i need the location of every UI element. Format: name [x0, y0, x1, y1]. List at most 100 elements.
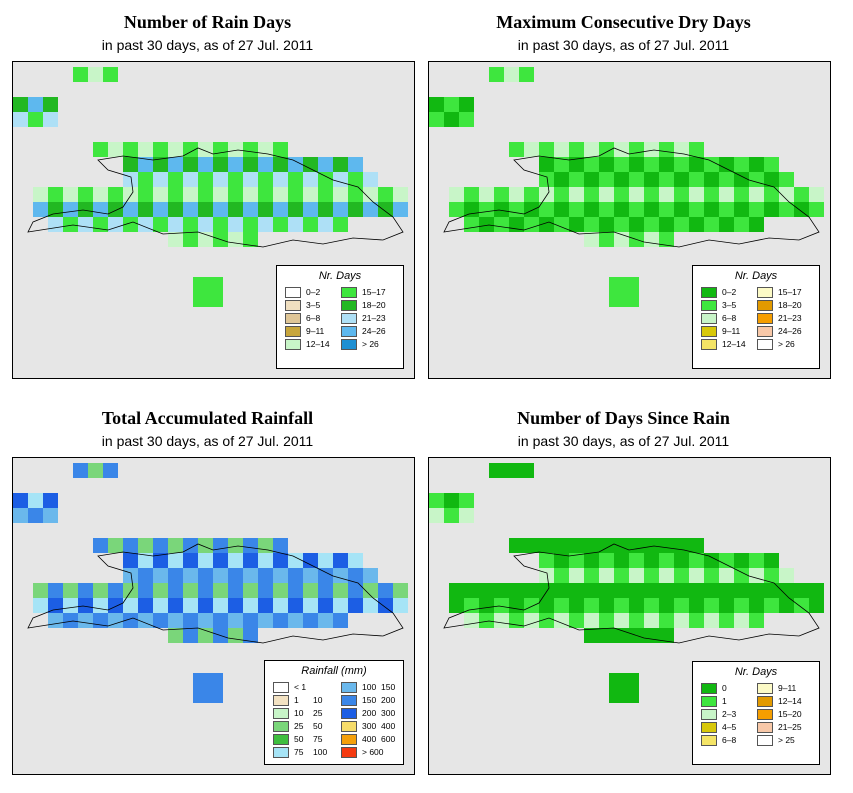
map-cell [569, 583, 584, 598]
map-cell [614, 172, 629, 187]
map-cell [659, 202, 674, 217]
legend-label: 3–5 [306, 300, 321, 310]
legend-swatch [701, 735, 717, 746]
map-cell [719, 157, 734, 172]
map-cell [123, 202, 138, 217]
map-cell [13, 97, 28, 112]
map-cell [228, 598, 243, 613]
map-cell [719, 202, 734, 217]
legend-item: 4–5 [701, 721, 761, 734]
map-cell [719, 217, 734, 232]
map-cell [659, 598, 674, 613]
map-cell [333, 172, 348, 187]
legend-label: 0–2 [306, 287, 321, 297]
map-cell [494, 202, 509, 217]
map-cell [764, 568, 779, 583]
map-cell [63, 613, 78, 628]
map-cell [73, 463, 88, 478]
map-cell [123, 568, 138, 583]
map-cell [213, 142, 228, 157]
legend-item: > 25 [757, 734, 817, 747]
map-cell [108, 187, 123, 202]
map-cell [569, 187, 584, 202]
map-cell [198, 538, 213, 553]
map-cell [33, 583, 48, 598]
map-cell [228, 628, 243, 643]
legend-swatch [757, 339, 773, 350]
map-cell [288, 553, 303, 568]
map-cell [504, 67, 519, 82]
map-cell [393, 598, 408, 613]
legend-label: 1 [722, 696, 727, 706]
map-grid [13, 463, 408, 703]
map-cell [123, 553, 138, 568]
map-cell [378, 187, 393, 202]
map-cell [168, 583, 183, 598]
map-cell [33, 202, 48, 217]
map-cell [193, 277, 208, 292]
map-cell [689, 202, 704, 217]
map-cell [464, 217, 479, 232]
map-cell [108, 613, 123, 628]
map-cell [719, 553, 734, 568]
map-cell [689, 217, 704, 232]
map-cell [524, 583, 539, 598]
map-cell [183, 613, 198, 628]
legend-swatch [701, 696, 717, 707]
map-cell [569, 142, 584, 157]
map-cell [554, 172, 569, 187]
map-cell [333, 568, 348, 583]
map-cell [43, 493, 58, 508]
map-cell [809, 202, 824, 217]
map-cell [213, 187, 228, 202]
map-cell [644, 613, 659, 628]
legend-item: 9–11 [285, 325, 345, 338]
panel-total-rainfall: Total Accumulated Rainfall in past 30 da… [0, 396, 415, 786]
legend-item: 200 300 [341, 707, 401, 720]
map-cell [48, 583, 63, 598]
days-since-rain-map: Nr. Days 0 1 2–3 4–5 6–8 9–11 12–14 15–20 21–25 >… [428, 457, 831, 775]
legend-swatch [341, 734, 357, 745]
map-cell [429, 112, 444, 127]
map-cell [123, 583, 138, 598]
map-cell [584, 202, 599, 217]
map-cell [459, 508, 474, 523]
map-cell [123, 613, 138, 628]
legend-item: 100 150 [341, 681, 401, 694]
map-cell [584, 187, 599, 202]
map-cell [554, 202, 569, 217]
legend-item: 12–14 [701, 338, 761, 351]
panel-title: Number of Days Since Rain [517, 408, 730, 428]
legend-label-upper: 300 [381, 708, 396, 718]
map-cell [63, 598, 78, 613]
map-cell [43, 97, 58, 112]
map-cell [198, 142, 213, 157]
map-cell [689, 613, 704, 628]
map-cell [554, 157, 569, 172]
map-cell [614, 583, 629, 598]
map-cell [13, 493, 28, 508]
map-cell [348, 172, 363, 187]
map-cell [734, 583, 749, 598]
legend-item: 300 400 [341, 720, 401, 733]
map-cell [764, 172, 779, 187]
map-cell [524, 538, 539, 553]
panel-title: Number of Rain Days [123, 12, 292, 32]
map-cell [318, 598, 333, 613]
legend-label: 12–14 [306, 339, 330, 349]
map-cell [213, 598, 228, 613]
map-cell [674, 583, 689, 598]
legend-label: 1 [294, 695, 299, 705]
map-cell [509, 187, 524, 202]
map-cell [539, 157, 554, 172]
legend-label: 24–26 [362, 326, 386, 336]
map-cell [479, 187, 494, 202]
map-cell [153, 157, 168, 172]
map-cell [644, 628, 659, 643]
legend-item: 0 [701, 682, 761, 695]
map-cell [348, 598, 363, 613]
map-cell [614, 538, 629, 553]
legend-item: 1 [701, 695, 761, 708]
legend-item: 9–11 [757, 682, 817, 695]
legend-swatch [273, 708, 289, 719]
